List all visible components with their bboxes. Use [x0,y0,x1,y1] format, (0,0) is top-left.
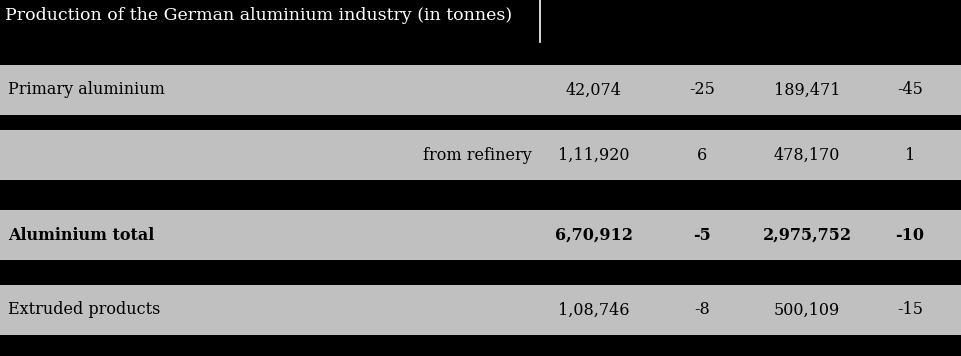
Text: -8: -8 [694,302,709,319]
Text: 189,471: 189,471 [773,82,839,99]
Text: from refinery: from refinery [423,147,531,163]
Bar [648,285,755,335]
Text: 6,70,912: 6,70,912 [554,226,632,244]
Bar [648,65,755,115]
Bar [0,210,539,260]
Bar [857,130,961,180]
Text: -15: -15 [896,302,922,319]
Bar [755,210,857,260]
Bar [539,130,648,180]
Bar [0,65,539,115]
Bar [0,285,539,335]
Bar [539,285,648,335]
Text: Extruded products: Extruded products [8,302,160,319]
Text: 42,074: 42,074 [565,82,622,99]
Text: 478,170: 478,170 [773,147,839,163]
Bar [857,65,961,115]
Text: -5: -5 [693,226,710,244]
Text: -45: -45 [896,82,922,99]
Bar [539,65,648,115]
Text: Primary aluminium: Primary aluminium [8,82,164,99]
Bar [755,130,857,180]
Text: 2,975,752: 2,975,752 [762,226,850,244]
Text: 500,109: 500,109 [773,302,839,319]
Bar [857,285,961,335]
Text: 6: 6 [696,147,706,163]
Bar [755,285,857,335]
Text: 1,11,920: 1,11,920 [557,147,629,163]
Bar [857,210,961,260]
Bar [0,130,539,180]
Bar [648,210,755,260]
Text: Aluminium total: Aluminium total [8,226,154,244]
Text: 1: 1 [904,147,914,163]
Text: 1,08,746: 1,08,746 [557,302,629,319]
Bar [539,210,648,260]
Text: Production of the German aluminium industry (in tonnes): Production of the German aluminium indus… [5,7,511,24]
Text: -25: -25 [688,82,714,99]
Bar [648,130,755,180]
Bar [755,65,857,115]
Text: -10: -10 [895,226,924,244]
